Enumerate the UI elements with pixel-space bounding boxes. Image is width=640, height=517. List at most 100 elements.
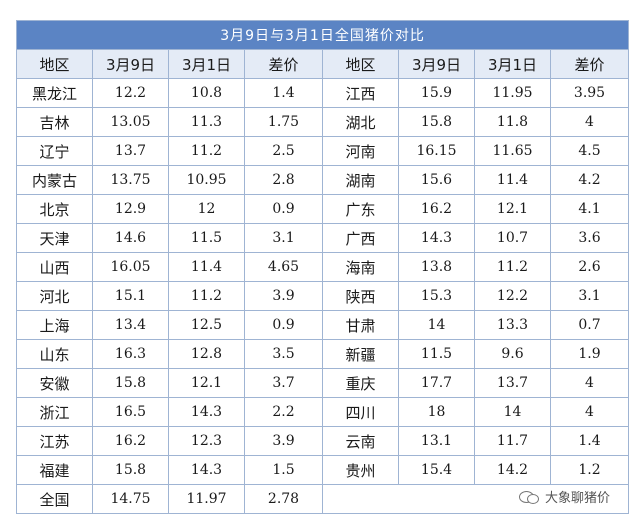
region-cell: 上海 [16, 310, 93, 340]
table-row: 山西 16.05 11.4 4.65 海南 13.8 11.2 2.6 [16, 252, 630, 282]
price-cell: 15.4 [398, 455, 475, 485]
watermark: 大象聊猪价 [514, 485, 614, 508]
price-cell: 10.95 [168, 165, 245, 195]
price-cell: 13.75 [92, 165, 169, 195]
price-cell: 14.3 [168, 397, 245, 427]
price-cell: 4.5 [549, 136, 630, 166]
price-cell: 11.3 [168, 107, 245, 137]
column-header: 3月1日 [168, 49, 245, 79]
price-cell: 18 [398, 397, 475, 427]
price-cell: 1.75 [244, 107, 323, 137]
column-header: 地区 [322, 49, 399, 79]
region-cell: 天津 [16, 223, 93, 253]
price-cell: 11.65 [474, 136, 551, 166]
price-cell: 2.6 [549, 252, 630, 282]
price-cell: 9.6 [474, 339, 551, 369]
region-cell: 贵州 [322, 455, 399, 485]
price-cell: 16.5 [92, 397, 169, 427]
price-cell: 13.1 [398, 426, 475, 456]
price-comparison-table: 3月9日与3月1日全国猪价对比 地区 3月9日 3月1日 差价 地区 3月9日 3月1日 差价… [15, 20, 630, 514]
region-cell: 山西 [16, 252, 93, 282]
table-row: 辽宁 13.7 11.2 2.5 河南 16.15 11.65 4.5 [16, 136, 630, 166]
column-header: 差价 [244, 49, 323, 79]
region-cell: 北京 [16, 194, 93, 224]
region-cell: 江西 [322, 78, 399, 108]
region-cell: 云南 [322, 426, 399, 456]
region-cell: 吉林 [16, 107, 93, 137]
price-cell: 14.2 [474, 455, 551, 485]
price-cell: 11.7 [474, 426, 551, 456]
price-cell: 11.8 [474, 107, 551, 137]
column-header: 3月9日 [92, 49, 169, 79]
price-cell: 1.4 [549, 426, 630, 456]
price-cell: 15.8 [92, 368, 169, 398]
price-cell: 14.6 [92, 223, 169, 253]
price-cell: 11.2 [168, 281, 245, 311]
price-cell: 12.9 [92, 194, 169, 224]
table-row: 山东 16.3 12.8 3.5 新疆 11.5 9.6 1.9 [16, 339, 630, 369]
region-cell: 陕西 [322, 281, 399, 311]
price-cell: 3.5 [244, 339, 323, 369]
price-cell: 12.1 [168, 368, 245, 398]
price-cell: 3.6 [549, 223, 630, 253]
price-cell: 16.15 [398, 136, 475, 166]
column-header: 3月1日 [474, 49, 551, 79]
region-cell: 湖北 [322, 107, 399, 137]
price-cell: 13.4 [92, 310, 169, 340]
table-row: 黑龙江 12.2 10.8 1.4 江西 15.9 11.95 3.95 [16, 78, 630, 108]
price-cell: 16.2 [92, 426, 169, 456]
price-cell: 1.5 [244, 455, 323, 485]
price-cell: 11.97 [168, 484, 245, 514]
wechat-icon [518, 489, 539, 505]
price-cell: 12 [168, 194, 245, 224]
price-cell: 12.3 [168, 426, 245, 456]
price-cell: 1.4 [244, 78, 323, 108]
price-cell: 14.75 [92, 484, 169, 514]
table-row: 浙江 16.5 14.3 2.2 四川 18 14 4 [16, 397, 630, 427]
region-cell: 广东 [322, 194, 399, 224]
table-row: 河北 15.1 11.2 3.9 陕西 15.3 12.2 3.1 [16, 281, 630, 311]
table-row: 上海 13.4 12.5 0.9 甘肃 14 13.3 0.7 [16, 310, 630, 340]
price-cell: 12.8 [168, 339, 245, 369]
region-cell: 黑龙江 [16, 78, 93, 108]
region-cell: 福建 [16, 455, 93, 485]
table-row: 北京 12.9 12 0.9 广东 16.2 12.1 4.1 [16, 194, 630, 224]
price-cell: 10.7 [474, 223, 551, 253]
price-cell: 13.8 [398, 252, 475, 282]
price-cell: 15.3 [398, 281, 475, 311]
price-cell: 12.2 [92, 78, 169, 108]
price-cell: 12.1 [474, 194, 551, 224]
price-cell: 2.78 [244, 484, 323, 514]
price-cell: 2.8 [244, 165, 323, 195]
price-cell: 4 [549, 397, 630, 427]
price-cell: 11.95 [474, 78, 551, 108]
table-title: 3月9日与3月1日全国猪价对比 [15, 20, 630, 50]
price-cell: 14.3 [398, 223, 475, 253]
price-cell: 4.1 [549, 194, 630, 224]
price-cell: 14 [474, 397, 551, 427]
region-cell: 新疆 [322, 339, 399, 369]
price-cell: 2.5 [244, 136, 323, 166]
price-cell: 11.4 [474, 165, 551, 195]
price-cell: 4 [549, 107, 630, 137]
price-cell: 16.2 [398, 194, 475, 224]
price-cell: 0.9 [244, 194, 323, 224]
price-cell: 14.3 [168, 455, 245, 485]
price-cell: 11.4 [168, 252, 245, 282]
region-cell: 广西 [322, 223, 399, 253]
price-cell: 17.7 [398, 368, 475, 398]
price-cell: 16.05 [92, 252, 169, 282]
region-cell: 海南 [322, 252, 399, 282]
price-cell: 0.7 [549, 310, 630, 340]
price-cell: 16.3 [92, 339, 169, 369]
region-cell: 浙江 [16, 397, 93, 427]
price-cell: 13.7 [474, 368, 551, 398]
table-row: 内蒙古 13.75 10.95 2.8 湖南 15.6 11.4 4.2 [16, 165, 630, 195]
price-cell: 13.7 [92, 136, 169, 166]
table-row: 江苏 16.2 12.3 3.9 云南 13.1 11.7 1.4 [16, 426, 630, 456]
price-cell: 3.9 [244, 426, 323, 456]
price-cell: 3.7 [244, 368, 323, 398]
region-cell: 湖南 [322, 165, 399, 195]
table-body: 黑龙江 12.2 10.8 1.4 江西 15.9 11.95 3.95 吉林 13.05 11.3… [16, 78, 630, 514]
price-cell: 3.95 [549, 78, 630, 108]
